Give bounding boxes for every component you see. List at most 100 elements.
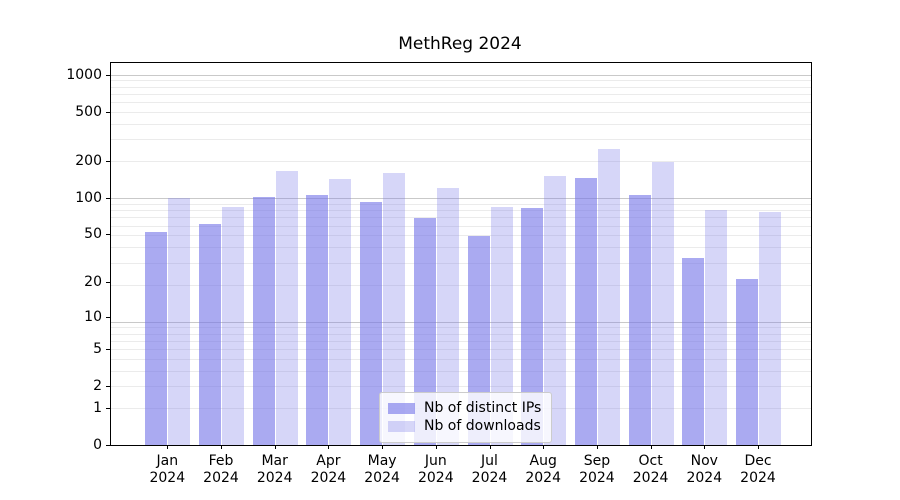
y-tick-mark (106, 111, 110, 113)
legend: Nb of distinct IPs Nb of downloads (379, 392, 553, 443)
gridline-minor (111, 284, 811, 286)
y-tick-label: 0 (93, 437, 102, 453)
legend-label-downloads: Nb of downloads (424, 418, 541, 434)
x-tick-label-aug: Aug 2024 (525, 453, 562, 486)
gridline-minor (111, 139, 811, 141)
gridline-minor (111, 225, 811, 227)
bar-oct-downloads (651, 161, 674, 445)
y-tick-mark (106, 386, 110, 388)
y-tick-mark (106, 445, 110, 446)
y-tick-mark (106, 316, 110, 318)
gridline-minor (111, 123, 811, 125)
y-tick-label: 2 (93, 378, 102, 395)
x-tick-mark (382, 445, 384, 449)
y-tick-mark (106, 234, 110, 236)
gridline-minor (111, 93, 811, 95)
gridline-minor (111, 217, 811, 219)
y-tick-label: 100 (75, 189, 102, 206)
plot-area: Nb of distinct IPs Nb of downloads 0 1 2 5 1… (66, 62, 812, 486)
y-tick-mark (106, 281, 110, 283)
bar-oct-distinct-ips (628, 194, 651, 445)
bar-mar-downloads (275, 171, 298, 445)
y-tick-label: 200 (75, 152, 102, 169)
gridline-minor (111, 358, 811, 360)
x-tick-label-feb: Feb 2024 (203, 453, 239, 486)
bar-aug-distinct-ips (521, 208, 544, 445)
bar-jul-downloads (490, 206, 513, 445)
y-tick-mark (106, 74, 110, 76)
bar-apr-distinct-ips (306, 195, 329, 445)
bar-may-distinct-ips (360, 202, 383, 445)
bar-feb-downloads (222, 206, 244, 445)
y-tick-mark (106, 197, 110, 199)
gridline-minor (111, 80, 811, 82)
gridline-minor (111, 86, 811, 88)
gridline-minor (111, 247, 811, 249)
bar-nov-distinct-ips (682, 257, 705, 445)
gridline-minor (111, 235, 811, 237)
x-tick-label-jan: Jan 2024 (149, 453, 186, 486)
chart-title: MethReg 2024 (398, 34, 522, 54)
x-tick-label-jul: Jul 2024 (471, 453, 508, 486)
x-tick-mark (221, 445, 222, 449)
legend-item-distinct-ips: Nb of distinct IPs (388, 400, 541, 416)
x-tick-label-sep: Sep 2024 (579, 453, 615, 486)
bar-jan-downloads (168, 197, 191, 445)
bar-mar-distinct-ips (252, 196, 275, 445)
gridline-minor (111, 327, 811, 329)
legend-swatch-distinct-ips (388, 402, 415, 414)
y-tick-mark (106, 349, 110, 350)
x-tick-mark (650, 445, 652, 449)
bar-sep-downloads (597, 149, 620, 445)
bar-feb-distinct-ips (199, 223, 221, 445)
bar-jun-downloads (436, 188, 459, 445)
x-tick-label-mar: Mar 2024 (256, 453, 293, 486)
x-tick-mark (596, 445, 598, 449)
bar-dec-downloads (759, 212, 781, 445)
gridline-minor (111, 161, 811, 163)
x-tick-mark (704, 445, 706, 449)
gridline-minor (111, 370, 811, 372)
x-tick-mark (435, 445, 437, 449)
gridline-minor (111, 340, 811, 342)
y-tick-label: 20 (84, 273, 102, 290)
bar-apr-downloads (329, 178, 352, 445)
bar-nov-downloads (705, 210, 728, 445)
y-tick-label: 500 (75, 103, 102, 120)
gridline-minor (111, 333, 811, 335)
x-tick-mark (489, 445, 491, 449)
x-tick-label-nov: Nov 2024 (686, 453, 723, 486)
legend-swatch-downloads (388, 420, 415, 432)
gridline-minor (111, 386, 811, 388)
legend-label-distinct-ips: Nb of distinct IPs (424, 400, 542, 416)
x-tick-mark (543, 445, 545, 449)
gridline-minor (111, 349, 811, 350)
x-tick-mark (274, 445, 276, 449)
bar-jun-distinct-ips (413, 218, 436, 445)
gridline-major (111, 74, 811, 76)
gridline-minor (111, 102, 811, 104)
bar-aug-downloads (544, 176, 567, 445)
gridline-major (111, 198, 811, 200)
x-tick-mark (758, 445, 759, 449)
x-tick-label-apr: Apr 2024 (310, 453, 347, 486)
y-tick-mark (106, 160, 110, 162)
gridline-minor (111, 111, 811, 113)
y-tick-label: 1 (93, 399, 102, 416)
x-tick-label-jun: Jun 2024 (417, 453, 454, 486)
y-tick-mark (106, 407, 110, 409)
bar-sep-distinct-ips (574, 178, 597, 445)
y-tick-label: 10 (84, 308, 102, 325)
gridline-minor (111, 262, 811, 264)
gridline-minor (111, 203, 811, 205)
bar-jan-distinct-ips (145, 232, 168, 445)
legend-item-downloads: Nb of downloads (388, 418, 541, 434)
gridline-minor (111, 210, 811, 212)
y-tick-label: 5 (93, 341, 102, 357)
bar-may-downloads (383, 172, 406, 445)
bar-dec-distinct-ips (736, 279, 758, 445)
y-tick-label: 50 (84, 226, 102, 243)
x-tick-mark (167, 445, 169, 449)
x-tick-label-oct: Oct 2024 (632, 453, 669, 486)
y-tick-label: 1000 (66, 66, 102, 83)
